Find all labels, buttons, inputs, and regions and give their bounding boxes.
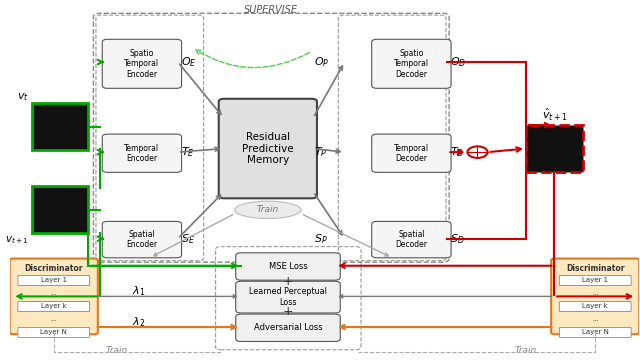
FancyBboxPatch shape	[526, 125, 582, 172]
Ellipse shape	[235, 201, 301, 219]
Text: $\lambda_1$: $\lambda_1$	[132, 284, 146, 298]
Text: Train: Train	[257, 205, 279, 214]
Text: $S_D$: $S_D$	[451, 232, 465, 245]
Text: Layer N: Layer N	[40, 329, 67, 335]
Text: Layer k: Layer k	[582, 303, 608, 309]
FancyBboxPatch shape	[32, 186, 88, 233]
Text: Adversarial Loss: Adversarial Loss	[253, 323, 323, 332]
Text: SUPERVISE: SUPERVISE	[244, 5, 298, 15]
Text: Train: Train	[106, 346, 128, 355]
Text: Train: Train	[515, 346, 537, 355]
FancyBboxPatch shape	[236, 281, 340, 313]
FancyArrowPatch shape	[196, 50, 310, 68]
Text: ...: ...	[51, 290, 57, 296]
Text: $T_D$: $T_D$	[451, 145, 465, 159]
Text: Spatial
Decoder: Spatial Decoder	[396, 230, 428, 249]
FancyBboxPatch shape	[372, 39, 451, 88]
Text: Layer 1: Layer 1	[582, 277, 608, 283]
Text: $O_P$: $O_P$	[314, 55, 330, 69]
FancyBboxPatch shape	[551, 258, 639, 334]
FancyBboxPatch shape	[559, 275, 631, 286]
Text: +: +	[283, 305, 293, 318]
Text: Discriminator: Discriminator	[24, 264, 83, 273]
Text: $\lambda_2$: $\lambda_2$	[132, 315, 146, 329]
FancyBboxPatch shape	[10, 258, 98, 334]
Text: $\hat{v}_{t+1}$: $\hat{v}_{t+1}$	[541, 107, 567, 123]
FancyBboxPatch shape	[102, 134, 182, 172]
Text: Spatial
Encoder: Spatial Encoder	[126, 230, 157, 249]
FancyBboxPatch shape	[18, 302, 90, 312]
Text: Discriminator: Discriminator	[566, 264, 625, 273]
FancyBboxPatch shape	[32, 104, 88, 150]
Text: $T_P$: $T_P$	[314, 145, 328, 159]
Text: ...: ...	[592, 316, 598, 322]
Text: ...: ...	[592, 290, 598, 296]
Text: Layer 1: Layer 1	[41, 277, 67, 283]
FancyBboxPatch shape	[102, 222, 182, 258]
Text: MSE Loss: MSE Loss	[269, 262, 307, 271]
FancyBboxPatch shape	[18, 275, 90, 286]
Text: $O_E$: $O_E$	[181, 55, 196, 69]
Text: Layer k: Layer k	[41, 303, 67, 309]
Text: Layer N: Layer N	[582, 329, 609, 335]
FancyBboxPatch shape	[372, 222, 451, 258]
FancyBboxPatch shape	[236, 314, 340, 341]
FancyBboxPatch shape	[219, 99, 317, 198]
FancyBboxPatch shape	[18, 327, 90, 337]
Text: $v_t$: $v_t$	[17, 91, 29, 103]
Text: $S_E$: $S_E$	[181, 232, 195, 245]
Text: $S_P$: $S_P$	[314, 232, 328, 245]
FancyBboxPatch shape	[559, 327, 631, 337]
Text: Spatio
Temporal
Encoder: Spatio Temporal Encoder	[124, 49, 159, 79]
Text: $v_{t+1}$: $v_{t+1}$	[4, 234, 29, 246]
Text: $O_D$: $O_D$	[451, 55, 467, 69]
Text: +: +	[283, 274, 293, 287]
Text: ...: ...	[51, 316, 57, 322]
Text: Learned Perceptual
Loss: Learned Perceptual Loss	[249, 287, 327, 307]
Text: $T_E$: $T_E$	[181, 145, 195, 159]
FancyBboxPatch shape	[236, 253, 340, 280]
Text: Spatio
Temporal
Decoder: Spatio Temporal Decoder	[394, 49, 429, 79]
Text: Temporal
Encoder: Temporal Encoder	[124, 143, 159, 163]
FancyBboxPatch shape	[559, 302, 631, 312]
FancyBboxPatch shape	[102, 39, 182, 88]
Text: Residual
Predictive
Memory: Residual Predictive Memory	[242, 132, 294, 165]
FancyBboxPatch shape	[372, 134, 451, 172]
Text: Temporal
Decoder: Temporal Decoder	[394, 143, 429, 163]
